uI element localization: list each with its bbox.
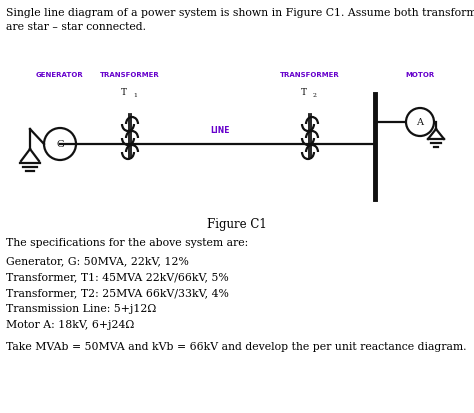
Text: LINE: LINE: [210, 126, 230, 135]
Text: Transmission Line: 5+j12Ω: Transmission Line: 5+j12Ω: [6, 303, 156, 313]
Text: 2: 2: [313, 93, 317, 98]
Text: T: T: [121, 88, 127, 97]
Text: Take MVAb = 50MVA and kVb = 66kV and develop the per unit reactance diagram.: Take MVAb = 50MVA and kVb = 66kV and dev…: [6, 341, 466, 351]
Text: Figure C1: Figure C1: [207, 218, 267, 230]
Text: T: T: [301, 88, 307, 97]
Text: Single line diagram of a power system is shown in Figure C1. Assume both transfo: Single line diagram of a power system is…: [6, 8, 474, 18]
Text: A: A: [417, 118, 423, 127]
Text: G: G: [56, 140, 64, 149]
Text: TRANSFORMER: TRANSFORMER: [280, 72, 340, 78]
Text: are star – star connected.: are star – star connected.: [6, 22, 146, 32]
Text: Transformer, T1: 45MVA 22kV/66kV, 5%: Transformer, T1: 45MVA 22kV/66kV, 5%: [6, 271, 229, 281]
Text: Generator, G: 50MVA, 22kV, 12%: Generator, G: 50MVA, 22kV, 12%: [6, 255, 189, 266]
Text: MOTOR: MOTOR: [405, 72, 435, 78]
Text: The specifications for the above system are:: The specifications for the above system …: [6, 237, 248, 247]
Text: Transformer, T2: 25MVA 66kV/33kV, 4%: Transformer, T2: 25MVA 66kV/33kV, 4%: [6, 287, 229, 297]
Text: Motor A: 18kV, 6+j24Ω: Motor A: 18kV, 6+j24Ω: [6, 319, 134, 329]
Text: 1: 1: [133, 93, 137, 98]
Text: GENERATOR: GENERATOR: [36, 72, 84, 78]
Text: TRANSFORMER: TRANSFORMER: [100, 72, 160, 78]
